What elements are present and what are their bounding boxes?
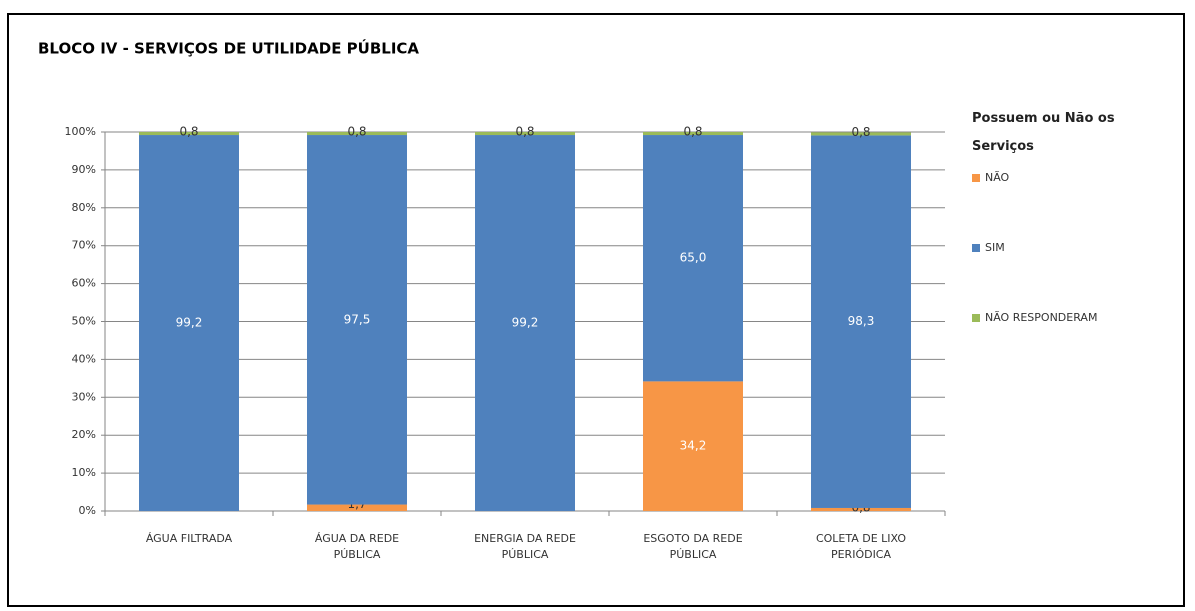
y-tick-label: 70% (72, 239, 96, 252)
data-label: 99,2 (176, 316, 203, 330)
x-tick-label: ESGOTO DA REDE PÚBLICA (643, 532, 743, 561)
bar-segment (475, 135, 575, 512)
y-tick-label: 90% (72, 163, 96, 176)
data-label: 0,8 (851, 125, 870, 139)
data-label: 0,8 (515, 125, 534, 139)
legend-label: NÃO (985, 171, 1010, 184)
x-tick-label: ÁGUA FILTRADA (145, 532, 233, 545)
bar-segment (811, 132, 911, 136)
y-tick-label: 80% (72, 201, 96, 214)
y-tick-label: 0% (79, 504, 96, 517)
y-tick-label: 60% (72, 277, 96, 290)
y-tick-label: 100% (65, 125, 96, 138)
bar-segment (139, 135, 239, 512)
data-label: 34,2 (680, 439, 707, 453)
x-tick-label: ÁGUA DA REDE PÚBLICA (314, 532, 400, 561)
legend-swatch (972, 174, 980, 182)
chart-title: BLOCO IV - SERVIÇOS DE UTILIDADE PÚBLICA (38, 39, 419, 58)
data-label: 0,8 (347, 125, 366, 139)
legend-label: NÃO RESPONDERAM (985, 311, 1097, 324)
x-tick-label: COLETA DE LIXO PERIÓDICA (815, 532, 907, 561)
bar-segment (307, 132, 407, 136)
bar-segment (307, 504, 407, 511)
y-tick-label: 50% (72, 315, 96, 328)
legend-swatch (972, 244, 980, 252)
legend-title: Possuem ou Não os Serviços (972, 111, 1115, 154)
y-tick-label: 30% (72, 390, 96, 403)
bar-segment (643, 132, 743, 136)
bar-segment (475, 132, 575, 136)
bar-segment (307, 135, 407, 505)
data-label: 99,2 (512, 316, 539, 330)
bar-segment (643, 381, 743, 511)
data-label: 65,0 (680, 251, 707, 265)
legend-swatch (972, 314, 980, 322)
bar-segment (811, 135, 911, 508)
y-tick-label: 10% (72, 466, 96, 479)
data-label: 98,3 (848, 314, 875, 328)
y-tick-label: 20% (72, 428, 96, 441)
data-label: 0,8 (683, 125, 702, 139)
bar-segment (811, 507, 911, 511)
bar-segment (643, 135, 743, 382)
data-label: 97,5 (344, 312, 371, 326)
y-tick-label: 40% (72, 352, 96, 365)
data-label: 0,8 (179, 125, 198, 139)
x-tick-label: ENERGIA DA REDE PÚBLICA (474, 532, 576, 561)
legend-label: SIM (985, 241, 1005, 254)
bar-segment (139, 132, 239, 136)
